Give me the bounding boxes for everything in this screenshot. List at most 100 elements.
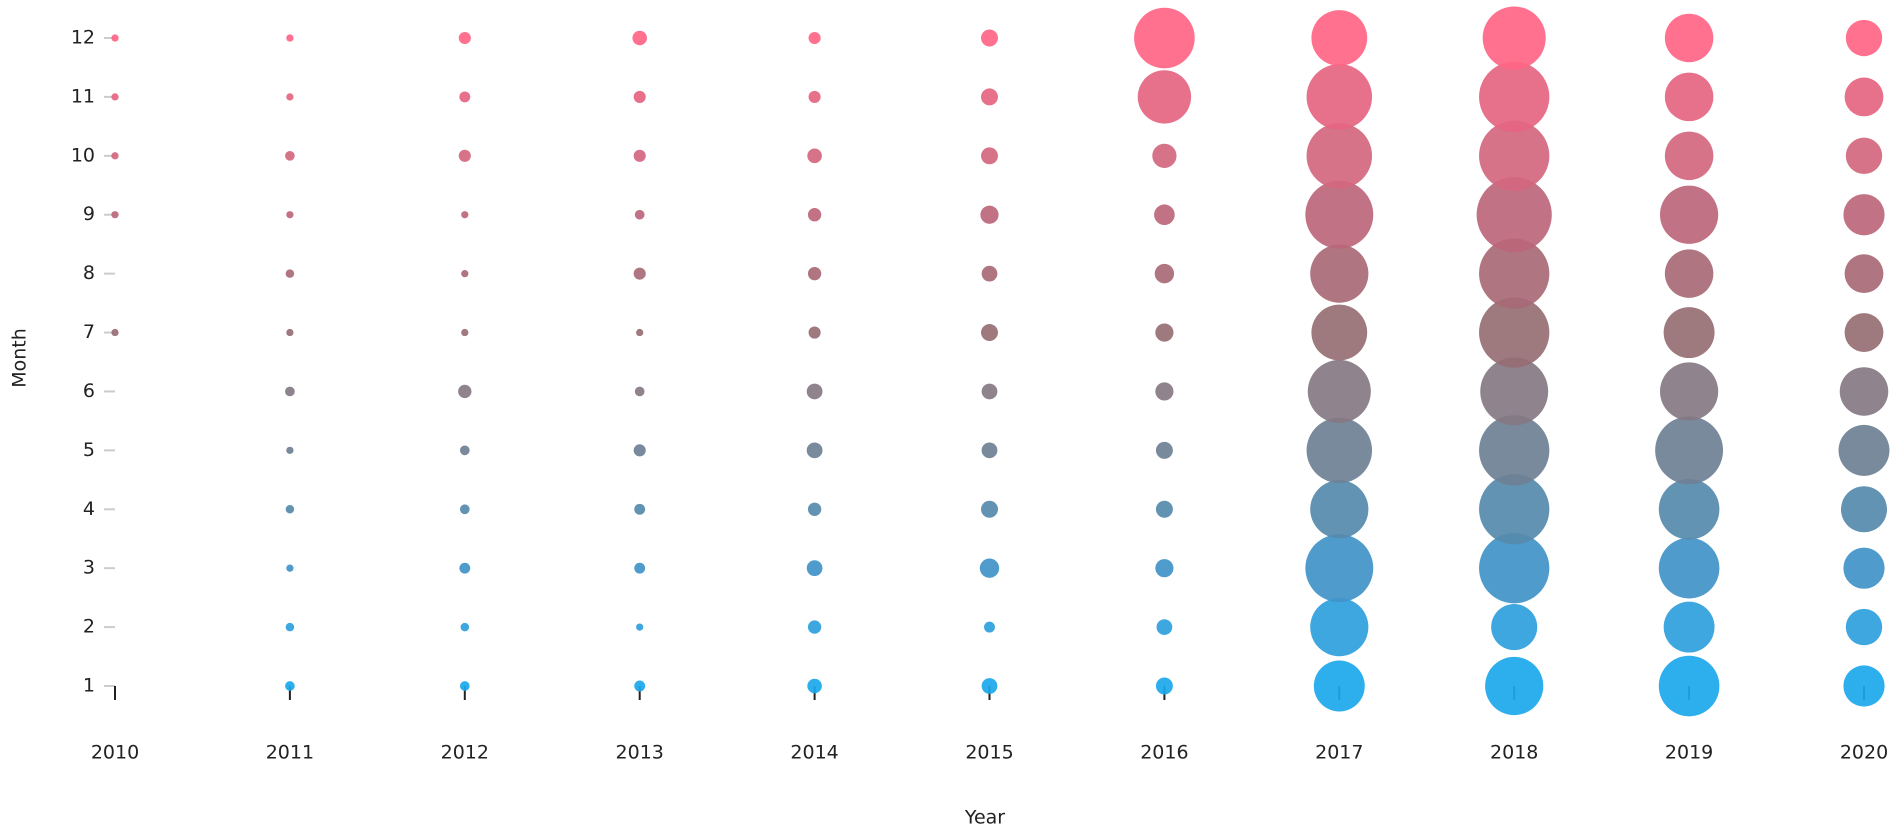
bubble xyxy=(1479,61,1550,133)
bubble xyxy=(286,211,294,219)
bubble xyxy=(1845,137,1883,175)
bubble xyxy=(981,442,998,459)
y-tick-label: 2 xyxy=(83,616,95,638)
bubble xyxy=(1845,19,1883,57)
bubble xyxy=(1479,297,1550,368)
bubble xyxy=(807,620,822,634)
bubble xyxy=(459,445,470,456)
bubble xyxy=(458,149,471,162)
bubble xyxy=(806,383,823,400)
bubble xyxy=(981,500,998,518)
bubble xyxy=(981,265,998,282)
bubble xyxy=(1155,441,1173,459)
bubble xyxy=(1663,307,1715,359)
bubble xyxy=(1311,304,1368,361)
y-tick-label: 4 xyxy=(83,498,95,520)
bubble xyxy=(1310,597,1369,657)
bubble xyxy=(1306,64,1373,130)
bubble xyxy=(1845,608,1883,646)
x-tick-label: 2018 xyxy=(1490,742,1538,764)
bubble xyxy=(1152,143,1177,168)
bubble xyxy=(807,502,822,516)
bubble xyxy=(1843,194,1885,236)
bubble xyxy=(285,386,295,397)
x-tick-label: 2012 xyxy=(441,742,489,764)
bubble xyxy=(808,90,821,103)
bubble xyxy=(1482,6,1546,70)
bubble xyxy=(1310,244,1369,303)
x-tick-label: 2019 xyxy=(1665,742,1713,764)
bubble xyxy=(1155,677,1173,695)
bubble xyxy=(636,328,644,337)
bubble xyxy=(1655,416,1724,485)
bubble xyxy=(1660,185,1719,244)
bubble xyxy=(1479,474,1550,545)
bubble xyxy=(1664,249,1714,298)
bubble xyxy=(1658,478,1720,540)
bubble xyxy=(634,503,646,515)
bubble xyxy=(633,149,646,162)
bubble xyxy=(1137,70,1192,124)
x-tick-label: 2011 xyxy=(266,742,314,764)
bubble xyxy=(1658,655,1720,717)
x-tick-label: 2016 xyxy=(1140,742,1188,764)
y-axis-label: Month xyxy=(9,328,31,388)
x-tick-label: 2020 xyxy=(1840,742,1888,764)
bubble xyxy=(461,328,469,337)
bubble xyxy=(1480,357,1549,426)
bubble xyxy=(111,211,119,219)
x-tick-label: 2014 xyxy=(790,742,838,764)
bubble xyxy=(1155,323,1174,342)
bubble xyxy=(1155,559,1174,578)
bubble xyxy=(1305,180,1374,249)
bubble xyxy=(806,560,823,577)
bubble xyxy=(807,148,822,164)
bubble xyxy=(634,562,646,574)
bubble xyxy=(1479,120,1550,191)
bubble xyxy=(1664,72,1714,122)
bubble xyxy=(1844,254,1884,294)
bubble xyxy=(634,209,645,220)
bubble xyxy=(808,31,821,45)
bubble xyxy=(1156,619,1173,635)
bubble xyxy=(1305,534,1374,603)
y-tick-label: 3 xyxy=(83,557,95,579)
y-tick-label: 8 xyxy=(83,262,95,284)
bubble xyxy=(1306,417,1373,484)
x-tick-label: 2015 xyxy=(965,742,1013,764)
bubble xyxy=(1306,123,1373,189)
bubble xyxy=(461,269,469,278)
bubble xyxy=(458,31,471,45)
y-tick-label: 5 xyxy=(83,439,95,461)
bubble xyxy=(808,326,821,339)
y-tick-label: 11 xyxy=(71,85,95,107)
bubble xyxy=(1491,604,1538,651)
bubble xyxy=(807,678,822,694)
bubble xyxy=(1154,204,1175,226)
bubble xyxy=(1838,424,1890,476)
bubble xyxy=(633,267,646,280)
bubble xyxy=(980,205,999,224)
bubble xyxy=(1476,177,1552,253)
bubble xyxy=(1840,486,1888,533)
y-tick-label: 1 xyxy=(83,675,95,697)
bubble xyxy=(981,88,998,106)
bubble xyxy=(981,324,998,342)
bubble xyxy=(634,680,646,692)
bubble xyxy=(1843,665,1885,707)
bubble xyxy=(1844,313,1884,352)
bubble xyxy=(1844,77,1884,117)
bubble xyxy=(634,386,645,397)
bubble xyxy=(807,208,822,222)
bubble xyxy=(286,34,294,42)
bubble xyxy=(633,444,646,457)
bubble xyxy=(111,34,119,42)
bubble xyxy=(459,562,471,574)
bubble xyxy=(1479,238,1550,309)
bubble xyxy=(1479,415,1550,486)
bubble xyxy=(636,623,644,631)
bubble xyxy=(1839,367,1889,416)
bubble xyxy=(981,147,998,165)
bubble xyxy=(285,622,295,632)
